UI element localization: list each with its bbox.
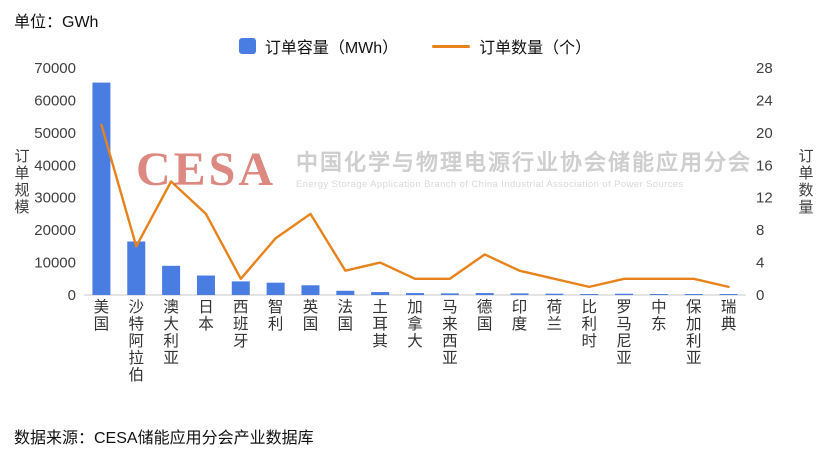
category-label: 英国 <box>303 298 319 333</box>
category-label: 日本 <box>198 299 214 333</box>
bar-order-capacity <box>440 293 459 295</box>
right-axis-tick-label: 24 <box>756 92 773 109</box>
bar-order-capacity <box>266 282 285 295</box>
bar-order-capacity <box>615 293 634 295</box>
category-label: 加拿大 <box>407 298 423 350</box>
chart-legend: 订单容量（MWh） 订单数量（个） <box>0 34 830 58</box>
right-axis-tick-label: 8 <box>756 222 764 239</box>
legend-line-label: 订单数量（个） <box>479 40 592 57</box>
category-label: 美国 <box>94 298 110 333</box>
category-label: 西班牙 <box>233 299 249 350</box>
bar-order-capacity <box>719 294 738 295</box>
legend-item-line: 订单数量（个） <box>432 34 591 58</box>
left-axis-tick-label: 60000 <box>34 92 76 109</box>
bar-series-swatch-icon <box>238 38 256 54</box>
bar-order-capacity <box>162 265 181 295</box>
left-axis-tick-label: 0 <box>68 287 76 304</box>
bar-order-capacity <box>580 294 599 295</box>
right-axis-title: 订单数量 <box>798 148 813 216</box>
bar-order-capacity <box>510 293 529 295</box>
bar-order-capacity <box>406 293 424 295</box>
unit-label: 单位：GWh <box>14 14 99 31</box>
left-axis-title: 订单规模 <box>14 148 29 216</box>
left-axis-tick-label: 10000 <box>34 255 76 272</box>
left-axis-tick-label: 50000 <box>34 125 76 142</box>
category-label: 马来西亚 <box>442 298 458 367</box>
legend-item-bar: 订单容量（MWh） <box>238 34 399 58</box>
right-axis-tick-label: 28 <box>756 60 773 77</box>
bar-order-capacity <box>196 275 215 295</box>
bar-order-capacity <box>231 281 250 295</box>
left-axis-tick-label: 40000 <box>34 157 76 174</box>
bar-order-capacity <box>475 293 494 295</box>
data-source-label: 数据来源：CESA储能应用分会产业数据库 <box>14 430 314 447</box>
bar-order-capacity <box>371 292 390 295</box>
category-label: 土耳其 <box>372 298 388 350</box>
bar-order-capacity <box>301 285 320 295</box>
right-axis-tick-label: 20 <box>756 125 773 142</box>
legend-bar-label: 订单容量（MWh） <box>264 40 399 57</box>
category-label: 瑞典 <box>721 298 737 333</box>
right-axis-tick-label: 0 <box>756 287 764 304</box>
category-label: 沙特阿拉伯 <box>129 299 145 384</box>
category-label: 荷兰 <box>547 298 563 333</box>
bar-order-capacity <box>92 82 111 295</box>
category-label: 德国 <box>477 298 493 333</box>
left-axis-tick-label: 70000 <box>34 60 76 77</box>
bar-order-capacity <box>649 294 668 295</box>
line-series-swatch-icon <box>432 44 471 48</box>
left-axis-tick-label: 30000 <box>34 190 76 207</box>
left-axis-tick-label: 20000 <box>34 222 76 239</box>
category-label: 法国 <box>338 298 354 333</box>
right-axis-tick-label: 4 <box>756 255 764 272</box>
category-label: 印度 <box>512 298 528 333</box>
right-axis-tick-label: 12 <box>756 190 773 207</box>
category-label: 澳大利亚 <box>163 298 179 367</box>
bar-order-capacity <box>545 293 564 295</box>
line-order-count <box>100 123 730 289</box>
bar-order-capacity <box>684 294 703 295</box>
right-axis-tick-label: 16 <box>756 157 773 174</box>
category-label: 智利 <box>268 298 284 333</box>
category-label: 中东 <box>651 298 667 333</box>
category-label: 罗马尼亚 <box>616 299 632 367</box>
category-label: 保加利亚 <box>686 298 702 367</box>
category-label: 比利时 <box>581 298 597 350</box>
bar-order-capacity <box>336 290 355 295</box>
bar-order-capacity <box>127 241 146 295</box>
